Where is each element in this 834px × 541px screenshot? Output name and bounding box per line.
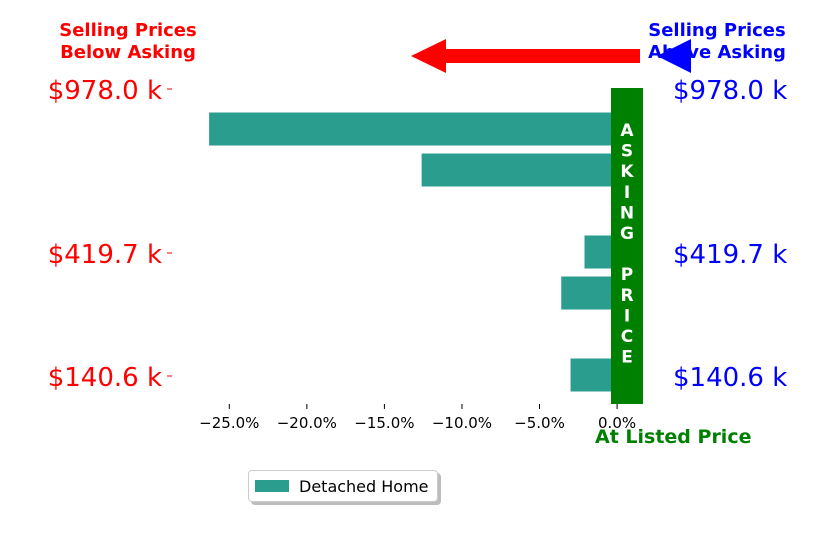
below-asking-title: Selling Prices Below Asking [28,20,228,64]
left-price-label: $419.7 k [48,240,162,270]
asking-band-letter: G [620,224,634,244]
right-price-label: $140.6 k [673,363,787,393]
x-tick-label: −15.0% [354,414,414,432]
right-price-label: $978.0 k [673,76,787,106]
above-asking-title: Selling Prices Above Asking [610,20,824,64]
arrow-right-head [657,39,691,73]
asking-band-letter: I [624,306,630,326]
asking-band-letter: I [624,183,630,203]
legend-swatch-detached-home [255,480,289,492]
bar-7 [570,358,618,392]
arrow-left-shaft [440,49,640,63]
asking-band-letter: R [620,286,633,306]
x-tick-label: −10.0% [432,414,492,432]
asking-band-letter: P [621,265,633,285]
x-tick-label: −5.0% [514,414,565,432]
x-tick-label: −20.0% [277,414,337,432]
asking-band-letter: A [620,121,634,141]
asking-band-letter: N [620,203,634,223]
asking-band-letter: E [621,348,633,368]
bar-5 [561,276,618,310]
legend-label-detached-home: Detached Home [299,476,429,496]
asking-price-band [611,88,643,404]
below-asking-title-line1: Selling Prices [59,20,197,41]
left-price-label: $140.6 k [48,363,162,393]
bar-1 [209,112,618,146]
above-asking-title-line1: Selling Prices [648,20,786,41]
asking-band-letter: K [620,162,634,182]
arrow-left-head [411,39,446,73]
x-tick-label: 0.0% [598,414,636,432]
at-listed-price-label: At Listed Price [595,426,752,448]
asking-band-letter: C [621,327,633,347]
chart-legend: Detached Home [248,470,438,502]
left-price-label: $978.0 k [48,76,162,106]
x-tick-label: −25.0% [199,414,259,432]
bar-2 [421,153,618,187]
below-asking-title-line2: Below Asking [60,42,196,63]
above-asking-title-line2: Above Asking [648,42,786,63]
right-price-label: $419.7 k [673,240,787,270]
asking-band-letter: S [621,142,633,162]
